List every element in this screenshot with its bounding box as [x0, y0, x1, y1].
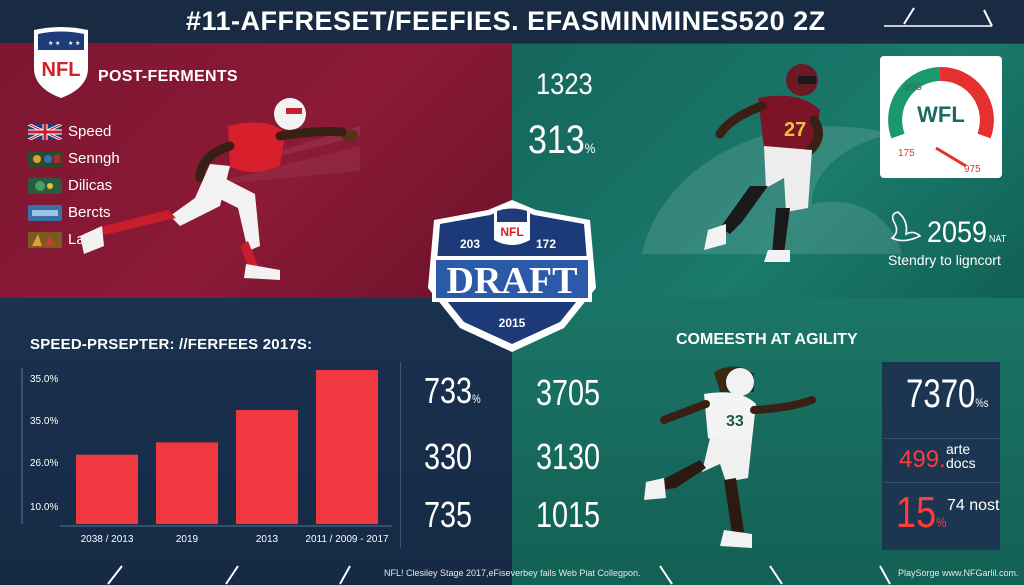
- svg-text:27: 27: [784, 119, 806, 141]
- y-tick-label: 26.0%: [30, 458, 58, 469]
- football-player-maroon-illustration: 27: [704, 64, 823, 262]
- gauge-left-value: 175: [898, 148, 915, 159]
- legend-item: Bercts: [28, 199, 120, 226]
- flag-icon: [28, 231, 62, 248]
- panel-stat-value: 7370: [906, 372, 976, 416]
- draft-word: DRAFT: [447, 260, 578, 302]
- stat-313: 313%: [528, 118, 595, 163]
- panel-red-stat-15: 15%: [896, 488, 946, 538]
- chart-title: SPEED-PRSEPTER: //FERFEES 2017S:: [30, 336, 313, 353]
- stat-caption: Stendry to ligncort: [888, 252, 1001, 268]
- mid-stat-330: 330: [424, 436, 472, 478]
- legend: Speed Senngh Dilicas Bercts: [28, 118, 120, 253]
- svg-text:★ ★: ★ ★: [68, 40, 80, 47]
- eagle-watermark: [642, 126, 902, 254]
- x-tick-label: 2011 / 2009 - 2017: [305, 534, 389, 545]
- mid-stat-3130: 3130: [536, 436, 600, 478]
- legend-label: Senngh: [68, 150, 120, 167]
- mid-stat-value: 733: [424, 370, 473, 411]
- mid-stat-1015: 1015: [536, 494, 600, 536]
- football-player-white-illustration: 33: [644, 366, 816, 548]
- chart-bar: [156, 442, 218, 524]
- swan-icon: [890, 211, 922, 242]
- panel-divider: [884, 482, 1000, 483]
- mid-stat-3705: 3705: [536, 372, 600, 414]
- panel-red-stat-499: 499.: [899, 446, 946, 473]
- panel-sub-label: 74 nost: [947, 497, 1000, 514]
- mid-stats-column: [400, 362, 512, 548]
- wfl-gauge-card: S9G WFL 175 975: [880, 56, 1002, 178]
- stat-313-value: 313: [528, 118, 585, 162]
- panel-stat-unit: %s: [975, 396, 989, 410]
- panel-stat-7370: 7370%s: [906, 372, 988, 417]
- mid-stat-735: 735: [424, 494, 472, 536]
- panel-sub-label: arte docs: [946, 441, 976, 471]
- flag-icon: [28, 204, 62, 221]
- nfl-logo-text: NFL: [42, 59, 81, 81]
- y-tick-label: 35.0%: [30, 416, 58, 427]
- post-ferments-label: POST-FERMENTS: [98, 68, 238, 85]
- gauge-label: WFL: [917, 102, 965, 127]
- x-tick-label: 2019: [176, 534, 199, 545]
- stat-2059-unit: NAT: [988, 234, 1007, 245]
- agility-title: COMEESTH AT AGILITY: [676, 331, 858, 348]
- draft-right-number: 172: [536, 237, 556, 251]
- legend-label: Bercts: [68, 204, 111, 221]
- chart-bar: [236, 410, 298, 524]
- gauge-chart: S9G WFL 175 975: [888, 66, 994, 175]
- draft-year: 2015: [499, 316, 526, 330]
- footer-credit-right: PlaySorge www.NFGarlil.com.: [898, 568, 1019, 578]
- footer-credit-left: NFL! Clesiley Stage 2017,eFiseverbey fai…: [384, 568, 641, 578]
- page-title: #11-AFFRESET/FEEFIES. EFASMINMINES520 2Z: [186, 6, 826, 36]
- speed-bar-chart: 35.0% 35.0% 26.0% 10.0% 2038 / 2013 2019 2013 2…: [21, 368, 392, 545]
- stat-1323: 1323: [536, 68, 593, 101]
- chart-bar: [316, 370, 378, 524]
- panel-red-unit: %: [936, 514, 947, 530]
- svg-text:33: 33: [726, 413, 744, 430]
- mid-stat-733: 733%: [424, 370, 481, 412]
- mid-stat-value: 1015: [536, 494, 601, 535]
- football-player-red-illustration: [80, 98, 360, 280]
- legend-item: Dilicas: [28, 172, 120, 199]
- gauge-top-text: S9G: [904, 82, 922, 92]
- svg-text:★ ★: ★ ★: [48, 40, 60, 47]
- legend-label: Speed: [68, 123, 112, 140]
- legend-item: Senngh: [28, 145, 120, 172]
- right-stats-panel: [882, 362, 1000, 550]
- flag-icon: [28, 150, 62, 167]
- chart-bar: [76, 454, 138, 524]
- x-tick-label: 2013: [256, 534, 279, 545]
- mid-stat-value: 735: [424, 494, 473, 535]
- draft-nfl-text: NFL: [500, 225, 523, 239]
- header-decoration-icon: [884, 7, 993, 27]
- header-bar: #11-AFFRESET/FEEFIES. EFASMINMINES520 2Z: [0, 0, 1024, 44]
- x-tick-label: 2038 / 2013: [81, 534, 134, 545]
- mid-stat-value: 3130: [536, 436, 601, 477]
- nfl-draft-logo: NFL 203 172 DRAFT 2015: [428, 200, 596, 352]
- legend-item: Speed: [28, 118, 120, 145]
- y-tick-label: 35.0%: [30, 374, 58, 385]
- footer-decoration: [107, 565, 891, 585]
- uk-flag-icon: [28, 123, 62, 140]
- flag-icon: [28, 177, 62, 194]
- legend-label: Dilicas: [68, 177, 113, 194]
- mid-stat-unit: %: [472, 392, 481, 406]
- stat-2059: 2059 NAT: [927, 216, 1006, 250]
- stat-313-unit: %: [584, 140, 596, 156]
- panel-divider: [884, 438, 1000, 439]
- y-tick-label: 10.0%: [30, 502, 58, 513]
- mid-stat-value: 3705: [536, 372, 601, 413]
- gauge-right-value: 975: [964, 164, 981, 175]
- nfl-shield-logo: NFL ★ ★ ★ ★: [34, 27, 88, 98]
- panel-red-value: 15: [896, 488, 937, 537]
- draft-left-number: 203: [460, 237, 480, 251]
- stat-2059-value: 2059: [927, 216, 988, 249]
- mid-stat-value: 330: [424, 436, 473, 477]
